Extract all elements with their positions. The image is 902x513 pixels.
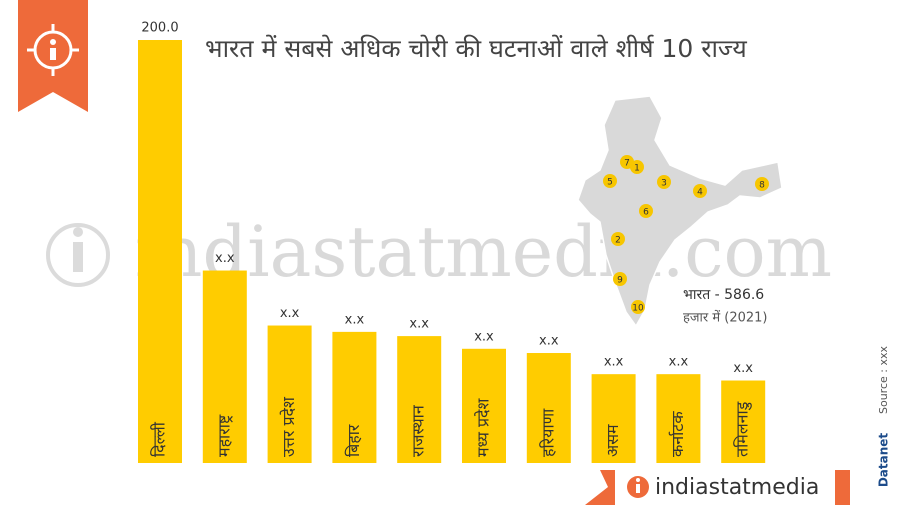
value-label: x.x [733, 361, 753, 376]
map-marker-label: 3 [661, 179, 667, 189]
value-label: x.x [345, 312, 365, 327]
value-label: x.x [539, 334, 559, 349]
value-label: x.x [669, 355, 689, 370]
bar [462, 348, 506, 463]
map-marker [755, 177, 769, 191]
watermark: indiastatmedia.com [135, 211, 832, 293]
credit: Datanet [877, 433, 891, 488]
value-label: x.x [604, 355, 624, 370]
category-label: कर्नाटक [668, 411, 687, 457]
map-marker-label: 8 [759, 181, 765, 191]
map-marker-label: 9 [617, 276, 623, 286]
map-marker [603, 174, 617, 188]
chart-title: भारत में सबसे अधिक चोरी की घटनाओं वाले श… [205, 34, 747, 63]
brand-icon [636, 484, 640, 493]
map-marker [631, 300, 645, 314]
category-label: उत्तर प्रदेश [279, 396, 298, 457]
bar [591, 374, 636, 463]
brand-icon [636, 478, 640, 482]
category-label: तमिलनाडु [733, 401, 753, 457]
map-marker-label: 5 [607, 178, 613, 188]
category-label: असम [603, 424, 622, 457]
info-icon [50, 48, 56, 60]
map-marker [657, 175, 671, 189]
value-label: 200.0 [141, 21, 178, 36]
map-marker [611, 232, 625, 246]
bar [332, 331, 377, 463]
bar [526, 353, 571, 463]
map-marker [693, 184, 707, 198]
map-marker [630, 160, 644, 174]
value-label: x.x [409, 317, 429, 332]
brand: indiastatmedia [655, 475, 819, 500]
value-label: x.x [474, 329, 494, 344]
category-label: दिल्ली [150, 421, 169, 457]
map-marker-label: 7 [624, 159, 630, 169]
info-icon [50, 39, 56, 45]
map-total: भारत - 586.6 [683, 287, 764, 303]
bar [267, 325, 312, 463]
watermark-icon [46, 223, 110, 287]
map-marker-label: 4 [697, 188, 703, 198]
india-map [577, 95, 783, 328]
brand-box [615, 470, 835, 505]
value-label: x.x [280, 306, 300, 321]
category-label: महाराष्ट्र [214, 414, 233, 457]
bar [397, 336, 442, 463]
category-label: मध्य प्रदेश [474, 397, 493, 457]
category-label: राजस्थान [409, 404, 428, 457]
category-label: हरियाणा [538, 408, 557, 457]
map-marker [639, 204, 653, 218]
bar [721, 380, 766, 463]
bar [138, 40, 182, 463]
value-label: x.x [215, 251, 235, 266]
map-marker-label: 1 [634, 164, 640, 174]
map-marker [613, 272, 627, 286]
source: Source : xxx [877, 346, 890, 414]
bar [656, 374, 701, 463]
map-marker-label: 10 [632, 304, 644, 314]
map-marker-label: 6 [643, 208, 649, 218]
map-marker-label: 2 [615, 236, 621, 246]
category-label: बिहार [344, 424, 363, 457]
bar [202, 270, 247, 463]
map-unit: हजार में (2021) [683, 310, 768, 326]
